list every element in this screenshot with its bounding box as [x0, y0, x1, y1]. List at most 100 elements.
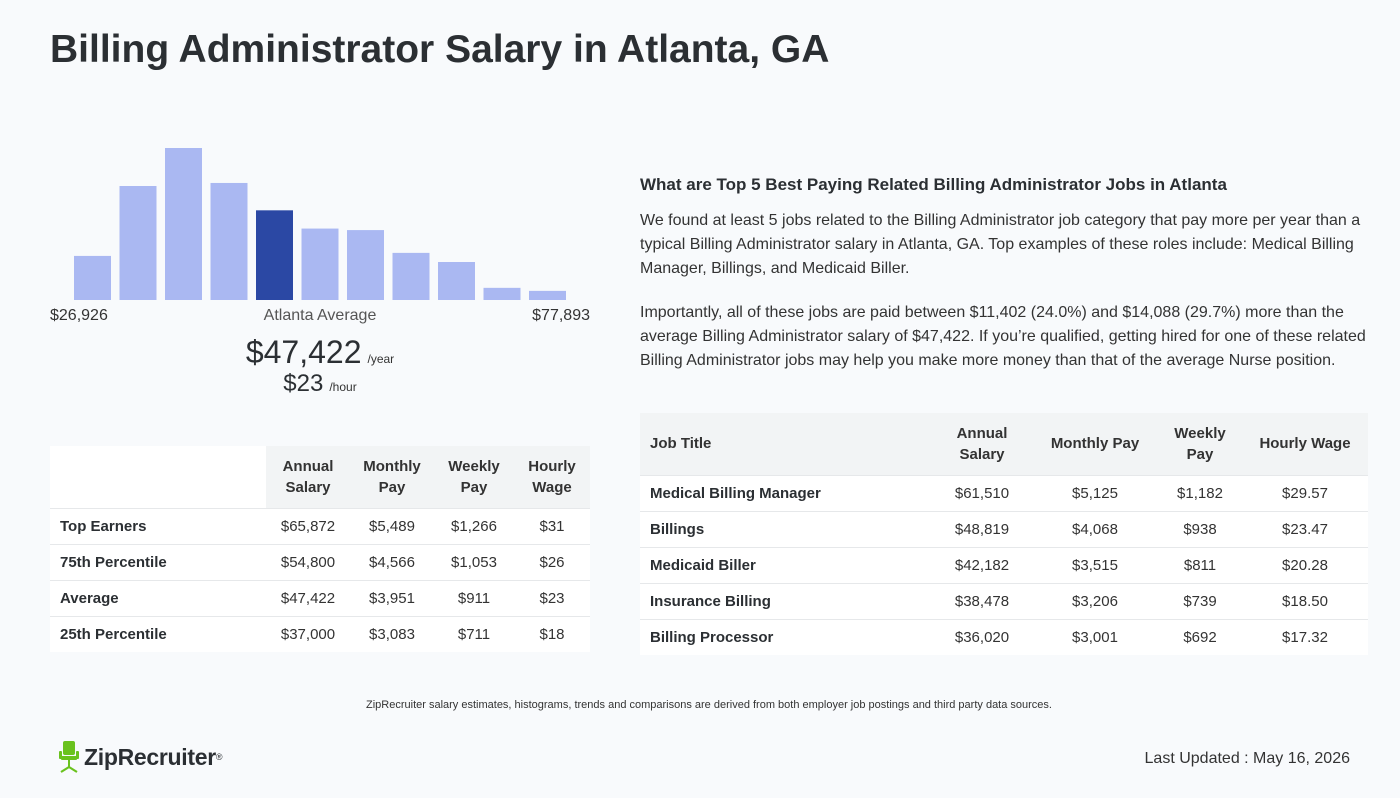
weekly-cell: $938: [1158, 510, 1242, 547]
histogram-bar-average: [256, 210, 293, 300]
last-updated: Last Updated : May 16, 2026: [1144, 750, 1350, 767]
histogram-svg: [74, 148, 566, 300]
annual-cell: $48,819: [932, 510, 1032, 547]
jobs-table-header: Job Title Annual Salary Monthly Pay Week…: [640, 413, 1368, 475]
weekly-cell: $692: [1158, 618, 1242, 655]
data-source-note: ZipRecruiter salary estimates, histogram…: [366, 699, 1052, 711]
row-label: Top Earners: [50, 507, 266, 544]
related-jobs-table: Job Title Annual Salary Monthly Pay Week…: [640, 413, 1368, 655]
job-title-cell: Medicaid Biller: [640, 546, 932, 583]
weekly-cell: $1,266: [434, 507, 514, 544]
hourly-cell: $20.28: [1242, 546, 1368, 583]
header-hourly-wage: Hourly Wage: [514, 446, 590, 508]
hourly-cell: $31: [514, 507, 590, 544]
histogram-average-label: Atlanta Average: [263, 307, 377, 324]
histogram-bar: [438, 262, 475, 300]
related-jobs-paragraph-2: Importantly, all of these jobs are paid …: [640, 304, 1366, 369]
salary-histogram: [50, 140, 590, 300]
chair-icon: [59, 741, 79, 773]
header-monthly-pay: Monthly Pay: [1032, 413, 1158, 475]
blank-header: [50, 446, 266, 508]
table-row: Medicaid Biller $42,182 $3,515 $811 $20.…: [640, 546, 1368, 583]
weekly-cell: $739: [1158, 582, 1242, 619]
header-annual-salary: Annual Salary: [932, 413, 1032, 475]
header-weekly-pay: Weekly Pay: [434, 446, 514, 508]
hourly-cell: $29.57: [1242, 474, 1368, 511]
table-row: Billings $48,819 $4,068 $938 $23.47: [640, 510, 1368, 547]
annual-cell: $36,020: [932, 618, 1032, 655]
weekly-cell: $711: [434, 615, 514, 652]
monthly-cell: $3,951: [350, 579, 434, 616]
registered-mark: ®: [215, 752, 223, 762]
monthly-cell: $3,206: [1032, 582, 1158, 619]
table-row: Insurance Billing $38,478 $3,206 $739 $1…: [640, 582, 1368, 619]
histogram-bar: [483, 287, 521, 300]
page-title: Billing Administrator Salary in Atlanta,…: [50, 28, 830, 71]
row-label: 25th Percentile: [50, 615, 266, 652]
monthly-cell: $3,083: [350, 615, 434, 652]
header-hourly-wage: Hourly Wage: [1242, 413, 1368, 475]
hourly-cell: $23: [514, 579, 590, 616]
annual-cell: $38,478: [932, 582, 1032, 619]
table-row: 75th Percentile $54,800 $4,566 $1,053 $2…: [50, 543, 590, 580]
percentile-table-header: Annual Salary Monthly Pay Weekly Pay Hou…: [50, 446, 590, 508]
histogram-bar: [74, 255, 111, 300]
hourly-cell: $23.47: [1242, 510, 1368, 547]
average-hourly-unit: /hour: [329, 380, 357, 394]
annual-cell: $47,422: [266, 579, 350, 616]
histogram-min-label: $26,926: [50, 307, 108, 324]
average-hourly: $23/hour: [50, 370, 590, 398]
related-jobs-heading: What are Top 5 Best Paying Related Billi…: [640, 175, 1227, 194]
table-row: 25th Percentile $37,000 $3,083 $711 $18: [50, 615, 590, 652]
histogram-bar: [301, 228, 339, 300]
job-title-cell: Medical Billing Manager: [640, 474, 932, 511]
annual-cell: $42,182: [932, 546, 1032, 583]
monthly-cell: $4,566: [350, 543, 434, 580]
annual-cell: $37,000: [266, 615, 350, 652]
average-annual-unit: /year: [367, 352, 395, 366]
related-jobs-paragraph-1: We found at least 5 jobs related to the …: [640, 212, 1361, 277]
histogram-max-label: $77,893: [532, 307, 590, 324]
header-annual-salary: Annual Salary: [266, 446, 350, 508]
header-weekly-pay: Weekly Pay: [1158, 413, 1242, 475]
average-hourly-value: $23: [283, 370, 324, 397]
job-title-cell: Billings: [640, 510, 932, 547]
table-row: Billing Processor $36,020 $3,001 $692 $1…: [640, 618, 1368, 655]
hourly-cell: $18: [514, 615, 590, 652]
row-label: Average: [50, 579, 266, 616]
weekly-cell: $1,182: [1158, 474, 1242, 511]
weekly-cell: $911: [434, 579, 514, 616]
histogram-bar: [347, 230, 384, 300]
average-annual: $47,422/year: [50, 334, 590, 371]
histogram-bar: [119, 186, 157, 300]
percentile-table: Annual Salary Monthly Pay Weekly Pay Hou…: [50, 446, 590, 652]
weekly-cell: $1,053: [434, 543, 514, 580]
histogram-bar: [165, 148, 202, 300]
average-annual-value: $47,422: [245, 334, 362, 370]
monthly-cell: $3,515: [1032, 546, 1158, 583]
hourly-cell: $17.32: [1242, 618, 1368, 655]
monthly-cell: $3,001: [1032, 618, 1158, 655]
header-job-title: Job Title: [640, 413, 932, 475]
annual-cell: $61,510: [932, 474, 1032, 511]
monthly-cell: $5,125: [1032, 474, 1158, 511]
ziprecruiter-logo[interactable]: ZipRecruiter ®: [58, 740, 223, 774]
table-row: Medical Billing Manager $61,510 $5,125 $…: [640, 474, 1368, 511]
job-title-cell: Billing Processor: [640, 618, 932, 655]
annual-cell: $65,872: [266, 507, 350, 544]
table-row: Top Earners $65,872 $5,489 $1,266 $31: [50, 507, 590, 544]
weekly-cell: $811: [1158, 546, 1242, 583]
logo-text: ZipRecruiter: [84, 743, 216, 770]
annual-cell: $54,800: [266, 543, 350, 580]
table-row: Average $47,422 $3,951 $911 $23: [50, 579, 590, 616]
hourly-cell: $18.50: [1242, 582, 1368, 619]
monthly-cell: $4,068: [1032, 510, 1158, 547]
histogram-bar: [210, 182, 248, 300]
histogram-bar: [529, 290, 566, 300]
row-label: 75th Percentile: [50, 543, 266, 580]
hourly-cell: $26: [514, 543, 590, 580]
histogram-bar: [392, 252, 430, 300]
monthly-cell: $5,489: [350, 507, 434, 544]
job-title-cell: Insurance Billing: [640, 582, 932, 619]
header-monthly-pay: Monthly Pay: [350, 446, 434, 508]
